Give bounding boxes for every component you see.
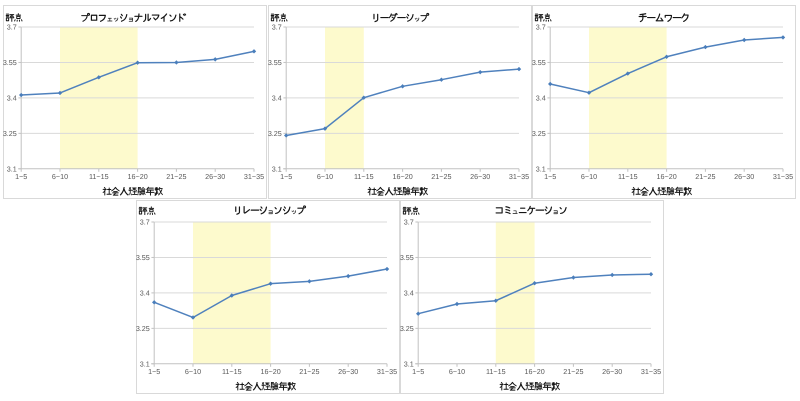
svg-text:3.25: 3.25 bbox=[268, 128, 282, 137]
svg-text:3.25: 3.25 bbox=[532, 128, 546, 137]
svg-text:3.4: 3.4 bbox=[536, 93, 546, 102]
svg-text:11~15: 11~15 bbox=[486, 367, 506, 376]
svg-text:16~20: 16~20 bbox=[524, 367, 544, 376]
svg-text:16~20: 16~20 bbox=[392, 171, 412, 180]
svg-text:1~5: 1~5 bbox=[544, 171, 556, 180]
svg-text:3.25: 3.25 bbox=[400, 324, 414, 333]
svg-text:31~35: 31~35 bbox=[773, 171, 793, 180]
svg-text:1~5: 1~5 bbox=[148, 367, 160, 376]
svg-text:21~25: 21~25 bbox=[167, 171, 187, 180]
svg-text:1~5: 1~5 bbox=[15, 171, 27, 180]
svg-text:3.7: 3.7 bbox=[139, 218, 149, 227]
svg-text:31~35: 31~35 bbox=[244, 171, 264, 180]
svg-text:3.25: 3.25 bbox=[3, 128, 17, 137]
svg-text:26~30: 26~30 bbox=[470, 171, 490, 180]
svg-text:11~15: 11~15 bbox=[221, 367, 241, 376]
svg-text:3.7: 3.7 bbox=[404, 218, 414, 227]
svg-text:16~20: 16~20 bbox=[656, 171, 676, 180]
svg-text:1~5: 1~5 bbox=[280, 171, 292, 180]
svg-text:6~10: 6~10 bbox=[52, 171, 68, 180]
svg-text:31~35: 31~35 bbox=[376, 367, 396, 376]
svg-text:21~25: 21~25 bbox=[431, 171, 451, 180]
svg-text:26~30: 26~30 bbox=[734, 171, 754, 180]
svg-text:3.1: 3.1 bbox=[271, 164, 281, 173]
svg-text:3.1: 3.1 bbox=[7, 164, 17, 173]
svg-text:31~35: 31~35 bbox=[641, 367, 661, 376]
svg-text:16~20: 16~20 bbox=[260, 367, 280, 376]
svg-text:3.55: 3.55 bbox=[268, 58, 282, 67]
svg-text:11~15: 11~15 bbox=[354, 171, 374, 180]
svg-text:3.1: 3.1 bbox=[404, 360, 414, 369]
svg-text:26~30: 26~30 bbox=[205, 171, 225, 180]
svg-text:6~10: 6~10 bbox=[184, 367, 200, 376]
svg-text:3.55: 3.55 bbox=[532, 58, 546, 67]
svg-text:3.4: 3.4 bbox=[139, 289, 149, 298]
svg-text:11~15: 11~15 bbox=[618, 171, 638, 180]
svg-text:16~20: 16~20 bbox=[128, 171, 148, 180]
svg-text:3.1: 3.1 bbox=[536, 164, 546, 173]
svg-text:21~25: 21~25 bbox=[563, 367, 583, 376]
svg-text:3.55: 3.55 bbox=[136, 253, 150, 262]
svg-text:21~25: 21~25 bbox=[695, 171, 715, 180]
svg-text:3.55: 3.55 bbox=[3, 58, 17, 67]
svg-text:3.7: 3.7 bbox=[536, 22, 546, 31]
svg-text:3.4: 3.4 bbox=[404, 289, 414, 298]
svg-text:1~5: 1~5 bbox=[412, 367, 424, 376]
svg-text:3.4: 3.4 bbox=[7, 93, 17, 102]
svg-text:21~25: 21~25 bbox=[299, 367, 319, 376]
svg-text:3.4: 3.4 bbox=[271, 93, 281, 102]
svg-text:31~35: 31~35 bbox=[509, 171, 529, 180]
svg-text:3.7: 3.7 bbox=[271, 22, 281, 31]
svg-text:26~30: 26~30 bbox=[338, 367, 358, 376]
svg-text:6~10: 6~10 bbox=[449, 367, 465, 376]
svg-text:26~30: 26~30 bbox=[602, 367, 622, 376]
svg-text:3.25: 3.25 bbox=[136, 324, 150, 333]
svg-text:6~10: 6~10 bbox=[316, 171, 332, 180]
svg-text:11~15: 11~15 bbox=[89, 171, 109, 180]
svg-text:3.55: 3.55 bbox=[400, 253, 414, 262]
svg-text:6~10: 6~10 bbox=[581, 171, 597, 180]
svg-text:3.7: 3.7 bbox=[7, 22, 17, 31]
svg-text:3.1: 3.1 bbox=[139, 360, 149, 369]
